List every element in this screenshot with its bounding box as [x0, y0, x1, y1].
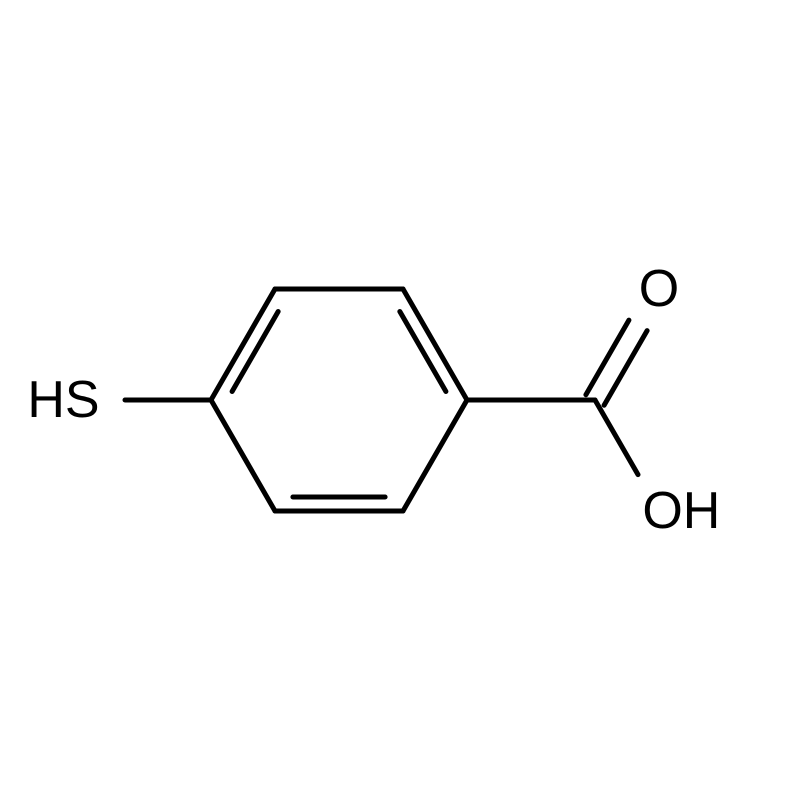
bond-line: [604, 331, 647, 406]
atom-label: OH: [642, 482, 720, 540]
bond-line: [211, 289, 275, 400]
atom-label: O: [639, 260, 679, 318]
molecule-diagram: O OH HS: [0, 0, 800, 800]
bond-line: [595, 400, 638, 475]
bond-line: [403, 400, 467, 511]
bond-line: [586, 320, 629, 395]
bond-line: [211, 400, 275, 511]
bond-line: [403, 289, 467, 400]
atom-label: HS: [27, 371, 99, 429]
